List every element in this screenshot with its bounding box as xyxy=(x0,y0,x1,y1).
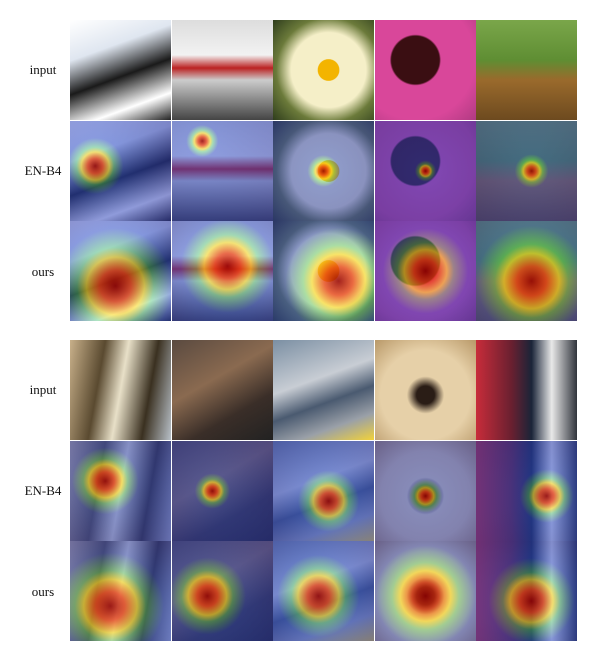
row-label: EN-B4 xyxy=(24,483,62,499)
heatmap-image xyxy=(70,221,171,322)
heatmap-image xyxy=(476,221,578,322)
heatmap-image xyxy=(171,541,273,642)
heatmap-image xyxy=(374,120,476,221)
heatmap-image xyxy=(374,541,476,642)
heatmap-image xyxy=(273,221,375,322)
row-label: ours xyxy=(31,263,55,279)
row-label: ours xyxy=(31,583,55,599)
heatmap-image xyxy=(171,440,273,541)
heatmap-image xyxy=(374,221,476,322)
heatmap-image xyxy=(171,120,273,221)
input-image xyxy=(70,340,171,440)
row-label: EN-B4 xyxy=(24,163,62,179)
input-image xyxy=(273,340,375,440)
input-image xyxy=(374,20,476,120)
heatmap-image xyxy=(171,221,273,322)
heatmap-image xyxy=(476,120,578,221)
heatmap-image xyxy=(70,440,171,541)
input-image xyxy=(273,20,375,120)
input-image xyxy=(70,20,171,120)
heatmap-image xyxy=(476,541,578,642)
input-image xyxy=(171,20,273,120)
input-image xyxy=(171,340,273,440)
heatmap-image xyxy=(273,120,375,221)
row-label: input xyxy=(29,62,57,78)
heatmap-image xyxy=(273,541,375,642)
input-image xyxy=(476,20,578,120)
heatmap-image xyxy=(476,440,578,541)
row-label: input xyxy=(29,382,57,398)
heatmap-image xyxy=(70,541,171,642)
heatmap-image xyxy=(273,440,375,541)
input-image xyxy=(476,340,578,440)
heatmap-image xyxy=(70,120,171,221)
heatmap-image xyxy=(374,440,476,541)
input-image xyxy=(374,340,476,440)
